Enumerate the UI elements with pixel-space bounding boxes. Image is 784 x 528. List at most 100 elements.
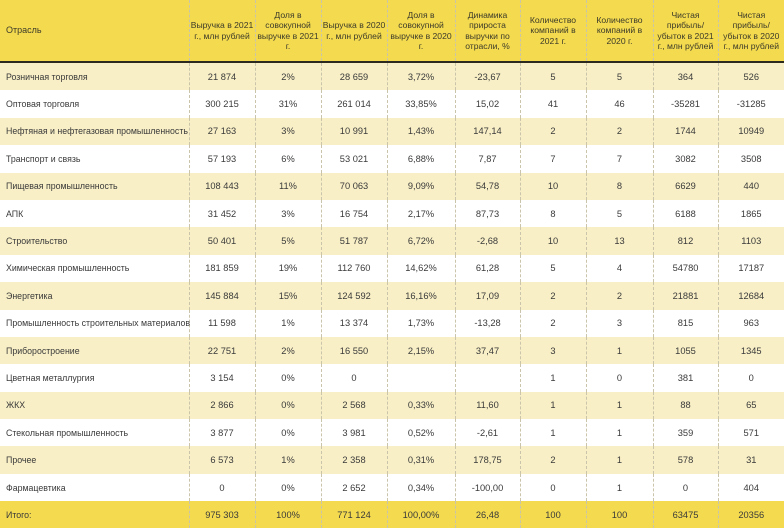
table-row: Пищевая промышленность 108 443 11% 70 063 9,…: [0, 172, 784, 200]
cell-growth: 17,09: [455, 282, 521, 310]
cell-share-2021: 31%: [255, 90, 322, 118]
table-row: Строительство 50 401 5% 51 787 6,72% -2,68 10 1…: [0, 227, 784, 255]
table-row: Цветная металлургия 3 154 0% 0 1 0 381 0: [0, 364, 784, 392]
cell-net-profit-2020: 17187: [718, 254, 784, 283]
table-row: Розничная торговля 21 874 2% 28 659 3,72% -23…: [0, 62, 784, 91]
cell-share-2020: 1,43%: [387, 117, 456, 146]
cell-companies-2021: 0: [520, 473, 587, 502]
cell-companies-2021: 5: [520, 254, 587, 283]
cell-growth: 61,28: [455, 254, 521, 283]
cell-companies-2021: 1: [520, 364, 587, 392]
total-revenue-2020: 771 124: [321, 501, 388, 528]
cell-industry: Энергетика: [0, 282, 190, 310]
header-row: Отрасль Выручка в 2021 г., млн рублей Доля…: [0, 0, 784, 63]
cell-revenue-2021: 50 401: [189, 227, 256, 255]
cell-companies-2021: 7: [520, 145, 587, 173]
table-row: Оптовая торговля 300 215 31% 261 014 33,85% 1…: [0, 90, 784, 118]
cell-growth: -100,00: [455, 473, 521, 502]
table-row: АПК 31 452 3% 16 754 2,17% 87,73 8 5 6188 1865: [0, 199, 784, 228]
cell-net-profit-2020: 571: [718, 419, 784, 447]
cell-revenue-2021: 22 751: [189, 336, 256, 365]
column-header-growth: Динамика прироста выручки по отрасли, %: [455, 0, 521, 63]
cell-revenue-2020: 124 592: [321, 282, 388, 310]
cell-revenue-2021: 11 598: [189, 309, 256, 337]
cell-companies-2021: 10: [520, 227, 587, 255]
cell-revenue-2021: 3 877: [189, 419, 256, 447]
cell-revenue-2020: 16 754: [321, 199, 388, 228]
cell-companies-2020: 5: [586, 199, 654, 228]
cell-net-profit-2020: 3508: [718, 145, 784, 173]
cell-industry: Цветная металлургия: [0, 364, 190, 392]
cell-revenue-2020: 2 358: [321, 446, 388, 474]
cell-revenue-2020: 0: [321, 364, 388, 392]
column-header-share-2021: Доля в совокупной выручке в 2021 г.: [255, 0, 322, 63]
cell-revenue-2021: 181 859: [189, 254, 256, 283]
cell-revenue-2021: 6 573: [189, 446, 256, 474]
cell-growth: 54,78: [455, 172, 521, 200]
cell-companies-2020: 3: [586, 309, 654, 337]
cell-share-2021: 0%: [255, 473, 322, 502]
table-row: Промышленность строительных материалов 11…: [0, 309, 784, 337]
cell-companies-2021: 2: [520, 117, 587, 146]
cell-companies-2021: 8: [520, 199, 587, 228]
column-header-share-2020: Доля в совокупной выручке в 2020 г.: [387, 0, 456, 63]
cell-net-profit-2020: 0: [718, 364, 784, 392]
cell-net-profit-2021: -35281: [653, 90, 719, 118]
cell-net-profit-2020: 1865: [718, 199, 784, 228]
column-header-revenue-2020: Выручка в 2020 г., млн рублей: [321, 0, 388, 63]
cell-industry: Прочее: [0, 446, 190, 474]
cell-net-profit-2020: 440: [718, 172, 784, 200]
cell-companies-2020: 1: [586, 391, 654, 420]
cell-industry: Транспорт и связь: [0, 145, 190, 173]
total-companies-2021: 100: [520, 501, 587, 528]
cell-revenue-2021: 300 215: [189, 90, 256, 118]
cell-share-2020: 6,88%: [387, 145, 456, 173]
cell-net-profit-2020: 404: [718, 473, 784, 502]
cell-industry: АПК: [0, 199, 190, 228]
cell-growth: -23,67: [455, 62, 521, 91]
cell-net-profit-2021: 6629: [653, 172, 719, 200]
cell-net-profit-2021: 6188: [653, 199, 719, 228]
total-companies-2020: 100: [586, 501, 654, 528]
cell-growth: [455, 364, 521, 392]
column-header-net-profit-2020: Чистая прибыль/ убыток в 2020 г., млн ру…: [718, 0, 784, 63]
cell-net-profit-2020: 1345: [718, 336, 784, 365]
cell-revenue-2021: 2 866: [189, 391, 256, 420]
cell-share-2020: 9,09%: [387, 172, 456, 200]
cell-share-2020: 0,33%: [387, 391, 456, 420]
cell-share-2021: 2%: [255, 62, 322, 91]
cell-net-profit-2021: 359: [653, 419, 719, 447]
cell-revenue-2020: 70 063: [321, 172, 388, 200]
cell-net-profit-2021: 812: [653, 227, 719, 255]
cell-companies-2020: 1: [586, 336, 654, 365]
cell-net-profit-2021: 364: [653, 62, 719, 91]
cell-share-2021: 5%: [255, 227, 322, 255]
cell-net-profit-2021: 3082: [653, 145, 719, 173]
cell-share-2021: 11%: [255, 172, 322, 200]
cell-revenue-2020: 10 991: [321, 117, 388, 146]
cell-net-profit-2020: 526: [718, 62, 784, 91]
cell-industry: Фармацевтика: [0, 473, 190, 502]
column-header-industry: Отрасль: [0, 0, 190, 63]
total-share-2020: 100,00%: [387, 501, 456, 528]
cell-revenue-2020: 51 787: [321, 227, 388, 255]
cell-net-profit-2021: 381: [653, 364, 719, 392]
cell-net-profit-2020: 31: [718, 446, 784, 474]
cell-industry: Строительство: [0, 227, 190, 255]
cell-share-2021: 1%: [255, 446, 322, 474]
cell-companies-2020: 2: [586, 117, 654, 146]
cell-share-2021: 0%: [255, 391, 322, 420]
cell-net-profit-2020: -31285: [718, 90, 784, 118]
cell-share-2020: 2,15%: [387, 336, 456, 365]
table-row: Транспорт и связь 57 193 6% 53 021 6,88% 7,87…: [0, 145, 784, 173]
cell-net-profit-2021: 0: [653, 473, 719, 502]
cell-growth: 147,14: [455, 117, 521, 146]
cell-companies-2020: 5: [586, 62, 654, 91]
cell-revenue-2020: 53 021: [321, 145, 388, 173]
cell-companies-2020: 4: [586, 254, 654, 283]
column-header-companies-2020: Количество компаний в 2020 г.: [586, 0, 654, 63]
cell-net-profit-2021: 815: [653, 309, 719, 337]
cell-industry: Пищевая промышленность: [0, 172, 190, 200]
cell-net-profit-2020: 963: [718, 309, 784, 337]
